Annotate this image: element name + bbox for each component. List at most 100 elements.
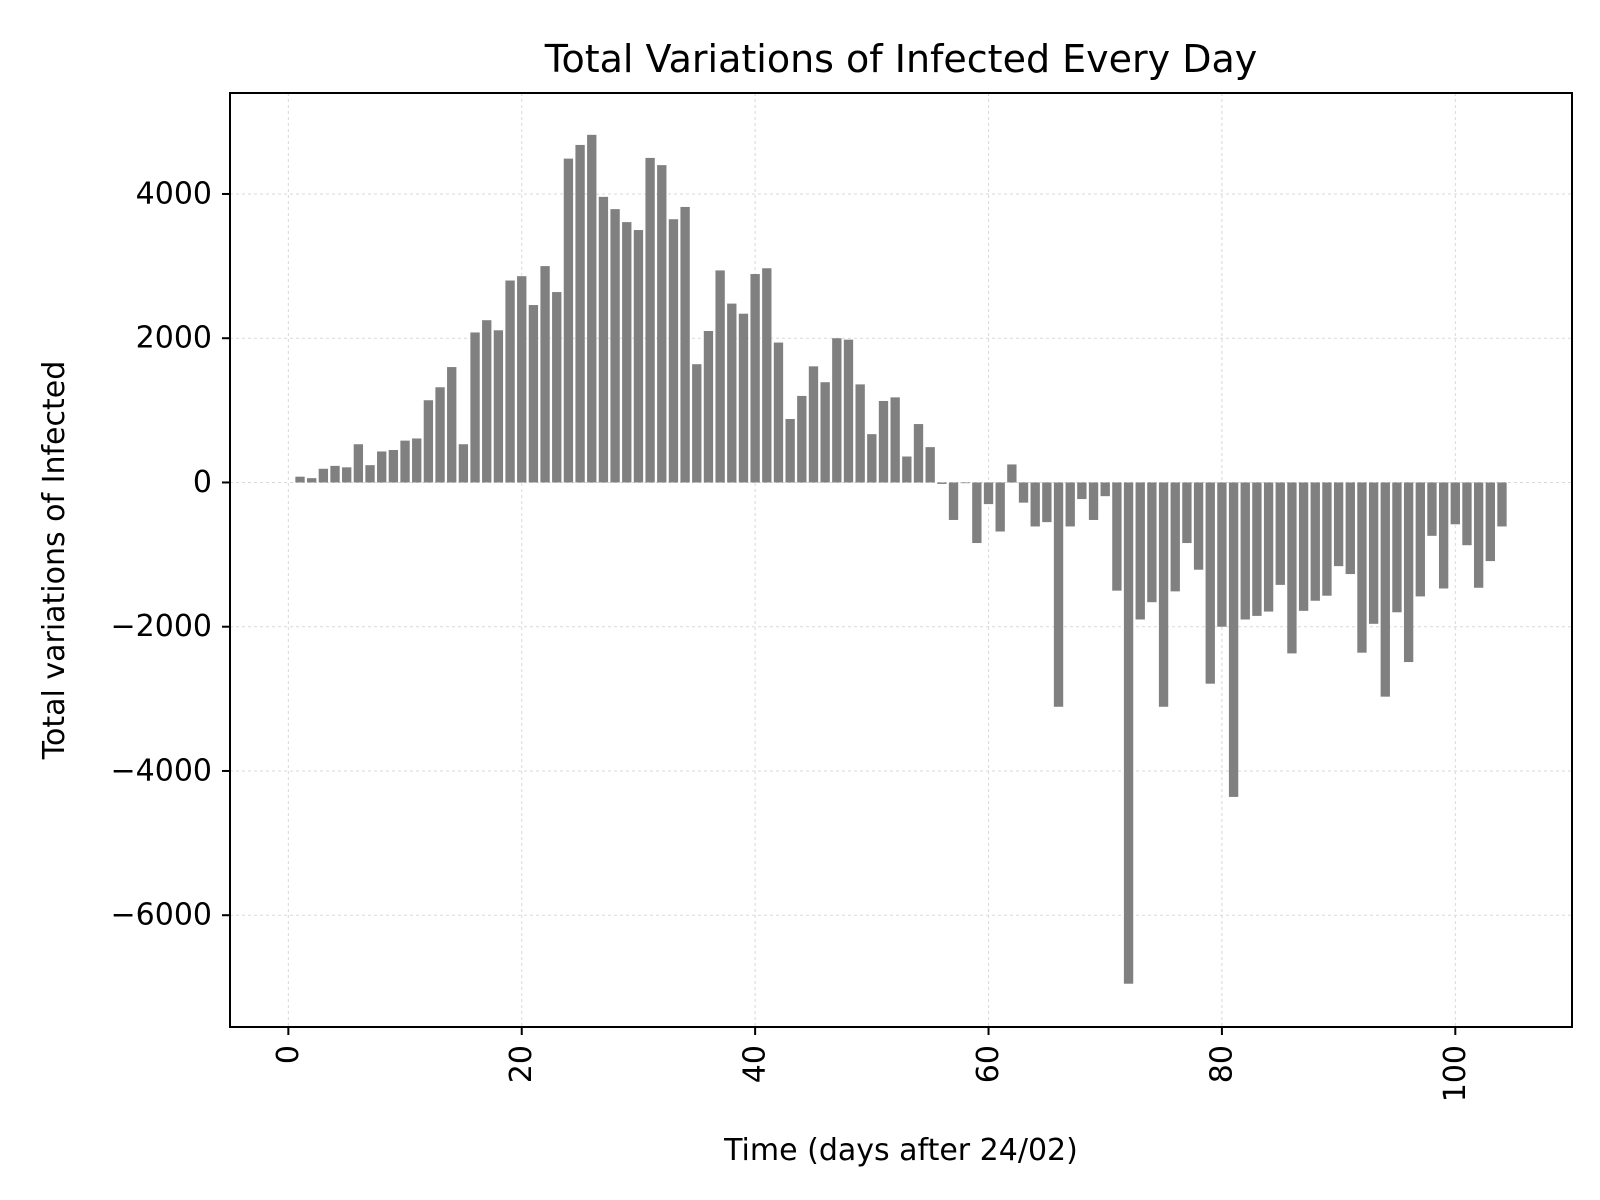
bar [1100,482,1110,497]
bar [330,465,340,483]
bar [1135,482,1145,620]
bar [1310,482,1320,601]
bar [1333,482,1344,567]
bar [517,276,527,483]
bar [913,424,924,483]
bar [388,450,399,483]
bar [1392,482,1402,613]
bar [470,332,480,483]
bar [423,400,434,483]
chart-title: Total Variations of Infected Every Day [544,37,1258,81]
x-tick-label: 20 [504,1045,539,1083]
bar [1077,482,1087,500]
bar [575,144,585,483]
bar [1368,482,1379,624]
bar [843,339,854,483]
bar [1228,482,1239,797]
bar [1438,482,1449,589]
bar [1030,482,1040,527]
bar [353,444,364,483]
bar [773,342,784,483]
bar [832,338,842,483]
y-tick-label: 2000 [136,321,212,356]
bar [1380,482,1390,697]
bar [727,303,737,483]
bar [1485,482,1495,562]
x-tick-label: 80 [1204,1045,1239,1083]
bar [540,266,550,483]
y-tick-label: −4000 [111,753,212,788]
bar [657,165,667,483]
bar [1205,482,1215,684]
bar [1123,482,1134,984]
bar [738,313,749,483]
bar [948,482,959,520]
bar [1403,482,1414,663]
bar [1042,482,1052,523]
bar [552,292,562,483]
y-axis-ticks: 4000 2000 0 −2000 −4000 −6000 [111,176,230,933]
bar [1345,482,1355,575]
bar [855,384,865,483]
bar [972,482,982,544]
bar [493,330,504,483]
x-axis-label: Time (days after 24/02) [723,1133,1078,1168]
bar [1275,482,1285,585]
bar [1217,482,1227,627]
y-axis-label: Total variations of Infected [37,361,72,761]
x-axis-ticks: 0 20 40 60 80 100 [271,1027,1473,1102]
bar [1322,482,1332,596]
bars [295,134,1507,984]
bar [1427,482,1437,536]
bar [1147,482,1157,603]
x-tick-label: 100 [1438,1045,1473,1102]
bar [1497,482,1507,527]
bar [645,157,655,483]
bar [785,418,795,483]
y-tick-label: 0 [193,465,212,500]
bar [295,476,305,483]
bar [610,209,620,483]
bar [342,467,352,483]
bar [680,206,690,483]
bar [1182,482,1192,544]
bar [528,305,539,483]
bar [762,268,772,483]
bar [365,465,375,483]
bar [890,397,900,483]
bar [1252,482,1262,616]
bar [435,387,445,483]
bar [587,134,597,483]
bar [937,482,947,484]
plot-frame [229,92,1573,1028]
bar [622,222,632,483]
bar [1018,482,1029,503]
bar [1065,482,1075,527]
bar [447,367,457,483]
bar [1088,482,1099,520]
bar [878,400,889,483]
x-tick-label: 60 [971,1045,1006,1083]
bar [703,331,714,483]
bar [797,395,807,483]
bar [1158,482,1169,707]
bar [1450,482,1460,525]
bar [377,451,387,483]
bar [318,468,329,483]
bar [1240,482,1250,620]
bar [1193,482,1204,570]
bar [598,196,609,483]
bar [995,482,1005,532]
bar [715,270,725,483]
bar [668,219,679,483]
y-tick-label: −2000 [111,609,212,644]
bar [1112,482,1122,591]
bar [925,447,935,483]
bar [1053,482,1064,707]
bar [750,274,760,483]
bar [1170,482,1180,592]
bar [482,320,492,483]
bar [820,382,830,483]
bar [412,438,422,483]
